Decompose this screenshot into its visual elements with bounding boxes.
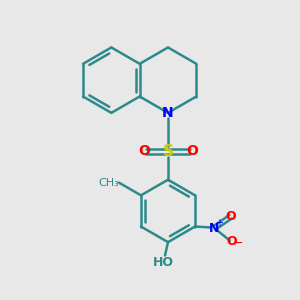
Text: CH₃: CH₃ (98, 178, 119, 188)
Text: O: O (225, 210, 236, 223)
Text: HO: HO (153, 256, 174, 269)
Text: O: O (186, 145, 198, 158)
Text: N: N (162, 106, 174, 120)
Text: −: − (233, 237, 243, 250)
Text: O: O (138, 145, 150, 158)
Text: O: O (226, 235, 237, 248)
Text: S: S (163, 144, 173, 159)
Text: N: N (209, 221, 220, 235)
Text: +: + (215, 218, 223, 228)
